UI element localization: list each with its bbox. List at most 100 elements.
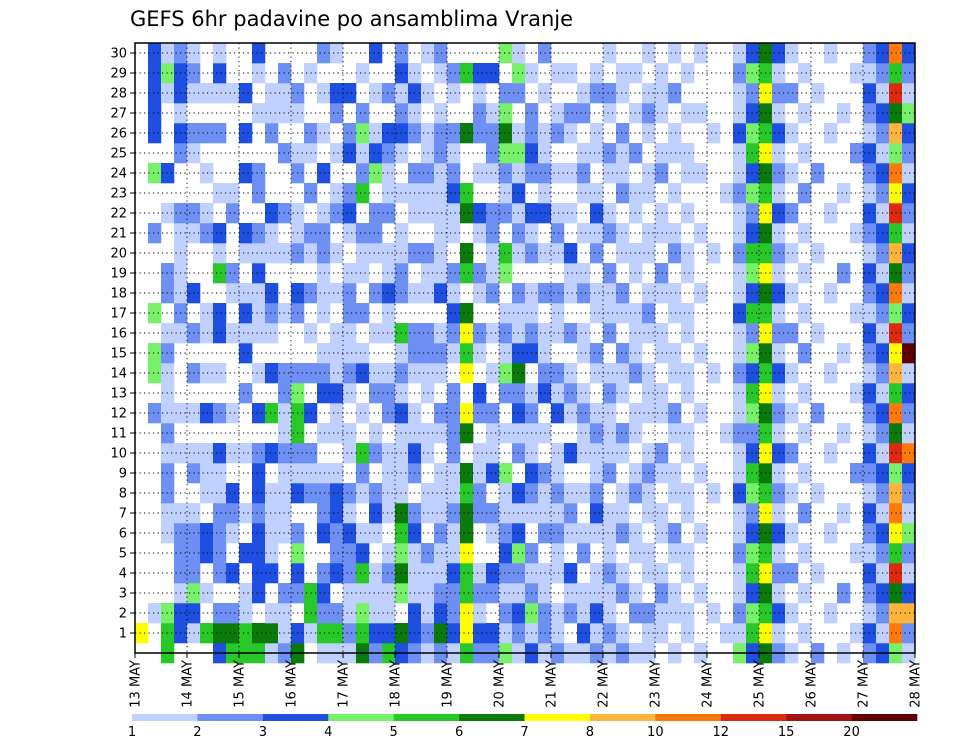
heatmap-cell [616, 383, 630, 404]
heatmap-cell [603, 203, 617, 224]
heatmap-cell [226, 403, 240, 424]
colorbar-swatch [262, 714, 329, 721]
heatmap-cell [239, 543, 253, 564]
heatmap-cell [577, 403, 591, 424]
heatmap-cell [330, 523, 344, 544]
heatmap-cell [200, 483, 214, 504]
heatmap-cell [564, 563, 578, 584]
heatmap-cell [382, 303, 396, 324]
colorbar-swatch [132, 714, 198, 721]
heatmap-cell [252, 323, 266, 344]
heatmap-cell [486, 323, 500, 344]
heatmap-cell [603, 623, 617, 644]
heatmap-cell [551, 383, 565, 404]
heatmap-cell [577, 103, 591, 124]
heatmap-cell [473, 203, 487, 224]
heatmap-cell [473, 223, 487, 244]
heatmap-cell [837, 103, 851, 124]
heatmap-cell [460, 503, 474, 524]
heatmap-cell [434, 103, 448, 124]
heatmap-cell [226, 263, 240, 284]
heatmap-cell [434, 243, 448, 264]
heatmap-cell [798, 623, 812, 644]
heatmap-cell [668, 403, 682, 424]
heatmap-cell [265, 223, 279, 244]
heatmap-cell [434, 583, 448, 604]
heatmap-cell [590, 563, 604, 584]
heatmap-cell [447, 83, 461, 104]
y-tick-label: 19 [110, 267, 127, 282]
heatmap-cell [499, 103, 513, 124]
heatmap-cell [603, 443, 617, 464]
heatmap-cell [902, 603, 916, 624]
heatmap-cell [213, 223, 227, 244]
heatmap-cell [226, 203, 240, 224]
heatmap-cell [265, 283, 279, 304]
heatmap-cell [447, 503, 461, 524]
heatmap-cell [148, 363, 162, 384]
heatmap-cell [213, 563, 227, 584]
heatmap-cell [811, 243, 825, 264]
heatmap-cell [902, 403, 916, 424]
heatmap-cell [499, 83, 513, 104]
heatmap-cell [798, 263, 812, 284]
heatmap-cell [460, 483, 474, 504]
heatmap-cell [369, 163, 383, 184]
heatmap-cell [902, 563, 916, 584]
colorbar-label: 6 [455, 725, 463, 740]
heatmap-cell [707, 123, 721, 144]
heatmap-cell [330, 143, 344, 164]
heatmap-cell [590, 223, 604, 244]
heatmap-cell [590, 483, 604, 504]
heatmap-cell [577, 523, 591, 544]
heatmap-cell [785, 563, 799, 584]
heatmap-cell [330, 383, 344, 404]
heatmap-cell [447, 63, 461, 84]
heatmap-cell [564, 323, 578, 344]
heatmap-cell [733, 183, 747, 204]
heatmap-cell [356, 583, 370, 604]
heatmap-cell [226, 283, 240, 304]
heatmap-cell [603, 463, 617, 484]
heatmap-cell [733, 163, 747, 184]
x-tick-label: 20 MAY [493, 660, 508, 708]
heatmap-cell [577, 323, 591, 344]
heatmap-cell [382, 123, 396, 144]
heatmap-cell [681, 203, 695, 224]
heatmap-cell [369, 583, 383, 604]
heatmap-cell [668, 243, 682, 264]
heatmap-cell [343, 383, 357, 404]
colorbar: 1 2 3 4 5 6 7 8 10 12 15 20 [128, 714, 918, 740]
heatmap-cell [577, 143, 591, 164]
heatmap-cell [551, 103, 565, 124]
heatmap-cell [473, 103, 487, 124]
heatmap-cell [239, 123, 253, 144]
heatmap-cell [694, 163, 708, 184]
heatmap-cell [148, 223, 162, 244]
y-tick-label: 22 [110, 207, 127, 222]
heatmap-cell [837, 343, 851, 364]
heatmap-cell [551, 223, 565, 244]
heatmap-cell [824, 523, 838, 544]
heatmap-cell [564, 403, 578, 424]
heatmap-cell [252, 243, 266, 264]
heatmap-cell [447, 143, 461, 164]
heatmap-cell [564, 603, 578, 624]
heatmap-cell [330, 323, 344, 344]
heatmap-cell [343, 263, 357, 284]
heatmap-cell [486, 623, 500, 644]
heatmap-cell [590, 403, 604, 424]
heatmap-cell [148, 43, 162, 64]
heatmap-cell [733, 403, 747, 424]
heatmap-cell [200, 203, 214, 224]
heatmap-cell [564, 483, 578, 504]
heatmap-cell [551, 483, 565, 504]
heatmap-cell [603, 563, 617, 584]
heatmap-cell [239, 323, 253, 344]
heatmap-cell [733, 223, 747, 244]
heatmap-cell [369, 83, 383, 104]
heatmap-cell [252, 363, 266, 384]
x-tick-label: 18 MAY [389, 660, 404, 708]
y-axis: 1234567891011121314151617181920212223242… [110, 47, 135, 642]
heatmap-cell [590, 343, 604, 364]
